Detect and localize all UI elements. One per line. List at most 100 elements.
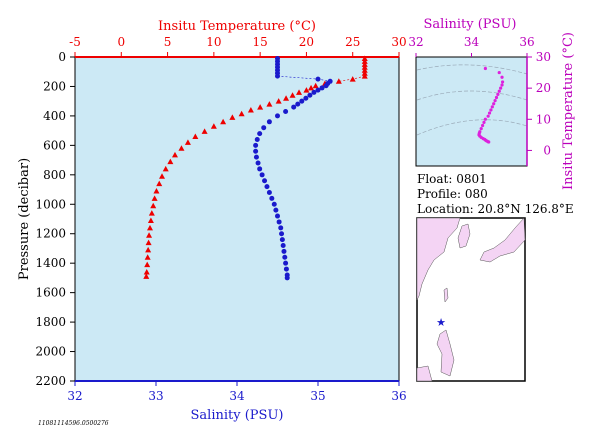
salinity-point [257,131,263,137]
salinity-point [283,108,289,114]
map-land-korea [457,223,471,249]
ts-point [486,114,490,118]
temperature-point [156,180,163,187]
temperature-point [220,118,227,125]
salinity-point [311,89,317,95]
salinity-tick-label: 36 [391,389,406,403]
ts-point [499,86,503,90]
pressure-tick-label: 2200 [35,374,66,388]
temperature-point [162,165,169,172]
temperature-tick-label: 30 [391,35,406,49]
pressure-tick-label: 1200 [35,227,66,241]
salinity-point [279,231,285,237]
temperature-point [178,145,185,151]
temperature-point [238,110,245,117]
temperature-point [275,98,282,104]
salinity-point [281,248,287,254]
temperature-point [159,173,166,179]
ts-temperature-tick-label: 10 [536,112,551,126]
pressure-tick-label: 2000 [35,345,66,359]
ts-isopycnals [416,64,528,136]
ts-plot-area [415,56,528,167]
ts-point [489,108,493,112]
ts-point [493,99,497,103]
salinity-point [280,243,286,249]
salinity-point [266,119,272,125]
salinity-tick-label: 35 [310,389,325,403]
ts-salinity-tick-label: 34 [464,35,480,49]
temperature-point [192,133,199,140]
pressure-tick-label: 1400 [35,256,66,270]
temperature-point [143,273,150,279]
salinity-tick-label: 32 [67,389,82,403]
pressure-tick-label: 1600 [35,286,66,300]
ts-point [497,89,501,93]
temperature-point [257,104,264,110]
map-land-taiwan [443,287,449,303]
ts-point [481,123,485,128]
location-text: Location: 20.8°N 126.8°E [417,202,574,216]
salinity-point [315,76,321,82]
salinity-axis-label: Salinity (PSU) [191,408,284,423]
salinity-point [275,113,280,119]
ts-salinity-tick-label: 36 [519,35,534,49]
ts-point [483,66,487,71]
temperature-point [266,101,273,107]
map-land-japan [479,217,526,263]
ts-salinity-tick-label: 32 [408,35,423,49]
temperature-point [289,92,296,98]
salinity-point [273,207,279,213]
temperature-point [167,158,174,165]
temperature-point [229,114,236,120]
float-id: Float: 0801 [417,172,487,186]
ts-point [500,80,505,84]
temperature-point [361,70,368,76]
temperature-point [247,107,254,113]
temperature-point [312,82,319,89]
temperature-point [144,261,151,268]
salinity-point [299,98,305,104]
ts-temperature-tick-label: 20 [536,81,551,95]
map-land-philippines [436,329,455,377]
salinity-point [269,195,275,201]
ts-temperature-tick-label: 0 [543,143,551,157]
ts-point [487,140,491,144]
salinity-point [257,166,263,172]
temperature-point [283,95,290,101]
temperature-tick-label: 0 [117,35,125,49]
ts-curve [477,66,505,144]
ts-point [492,102,496,106]
ts-salinity-axis-label: Salinity (PSU) [424,17,517,32]
location-map: ★ [416,217,526,382]
temperature-point [303,87,310,93]
ts-point [500,75,504,79]
salinity-point [253,142,259,148]
salinity-point [279,237,285,243]
pressure-tick-label: 400 [43,109,66,123]
temperature-point [361,73,368,79]
ts-point [497,70,501,75]
salinity-point [275,73,280,79]
temperature-point [148,210,155,216]
salinity-point [253,154,259,160]
temperature-point [146,232,153,238]
ts-point [479,127,483,131]
temperature-point [145,246,152,253]
ts-point [500,83,504,87]
ts-point [487,111,492,115]
temperature-tick-label: 15 [253,35,268,49]
pressure-tick-label: 0 [58,50,66,64]
ts-point [490,105,494,109]
temperature-point [361,58,368,64]
footer-id: 11081114596.0500276 [38,420,109,427]
temperature-point [361,55,368,61]
salinity-point [284,275,290,281]
salinity-point [275,213,280,219]
temperature-tick-label: 25 [345,35,360,49]
temperature-point [171,151,178,158]
map-land-borneo [416,365,433,382]
ts-temperature-tick-label: 30 [536,50,551,64]
salinity-point [283,266,289,272]
